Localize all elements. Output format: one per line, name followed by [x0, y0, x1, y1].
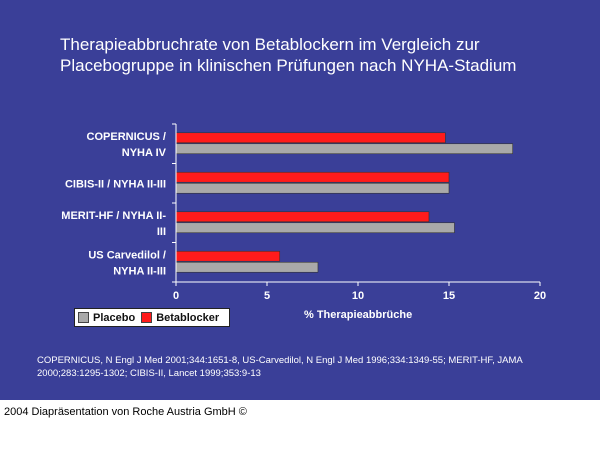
- slide-background: [0, 0, 600, 400]
- legend-swatch-placebo: [78, 312, 89, 323]
- chart-legend: Placebo Betablocker: [74, 308, 231, 327]
- bar-betablocker-2: [175, 211, 430, 223]
- x-tick-label: 15: [443, 290, 455, 302]
- x-tick-label: 10: [352, 290, 364, 302]
- bar-chart: COPERNICUS / NYHA IV CIBIS-II / NYHA II-II…: [61, 123, 546, 302]
- category-label: III: [157, 226, 166, 238]
- bar-betablocker-3: [175, 250, 281, 262]
- category-label: US Carvedilol /: [88, 249, 166, 261]
- bar-placebo-3: [175, 261, 319, 273]
- category-label: NYHA II-III: [113, 265, 166, 277]
- chart-title-line: Placebogruppe in klinischen Prüfungen na…: [60, 56, 517, 75]
- bar-placebo-1: [175, 182, 450, 194]
- x-tick-label: 5: [264, 290, 270, 302]
- category-label: CIBIS-II / NYHA II-III: [65, 178, 166, 190]
- copyright-footer: 2004 Diapräsentation von Roche Austria G…: [4, 406, 247, 418]
- legend-label-placebo: Placebo: [93, 311, 136, 324]
- bar-betablocker-1: [175, 171, 450, 183]
- category-label: NYHA IV: [122, 147, 167, 159]
- legend-item-placebo: Placebo: [78, 312, 135, 324]
- legend-label-betablocker: Betablocker: [156, 311, 220, 324]
- chart-title: Therapieabbruchrate von Betablockern im …: [60, 34, 580, 76]
- legend-item-betablocker: Betablocker: [141, 312, 219, 324]
- legend-swatch-betablocker: [141, 312, 153, 323]
- bar-placebo-2: [175, 222, 455, 234]
- x-axis-label: % Therapieabbrüche: [304, 309, 413, 321]
- x-tick-label: 0: [173, 290, 179, 302]
- category-label: MERIT-HF / NYHA II-: [61, 210, 166, 222]
- chart-title-line: Therapieabbruchrate von Betablockern im …: [60, 35, 480, 54]
- x-tick-label: 20: [534, 290, 546, 302]
- references-text: COPERNICUS, N Engl J Med 2001;344:1651-8…: [37, 355, 523, 379]
- category-label: COPERNICUS /: [87, 131, 166, 143]
- bar-betablocker-0: [175, 132, 446, 144]
- bar-placebo-0: [175, 143, 514, 155]
